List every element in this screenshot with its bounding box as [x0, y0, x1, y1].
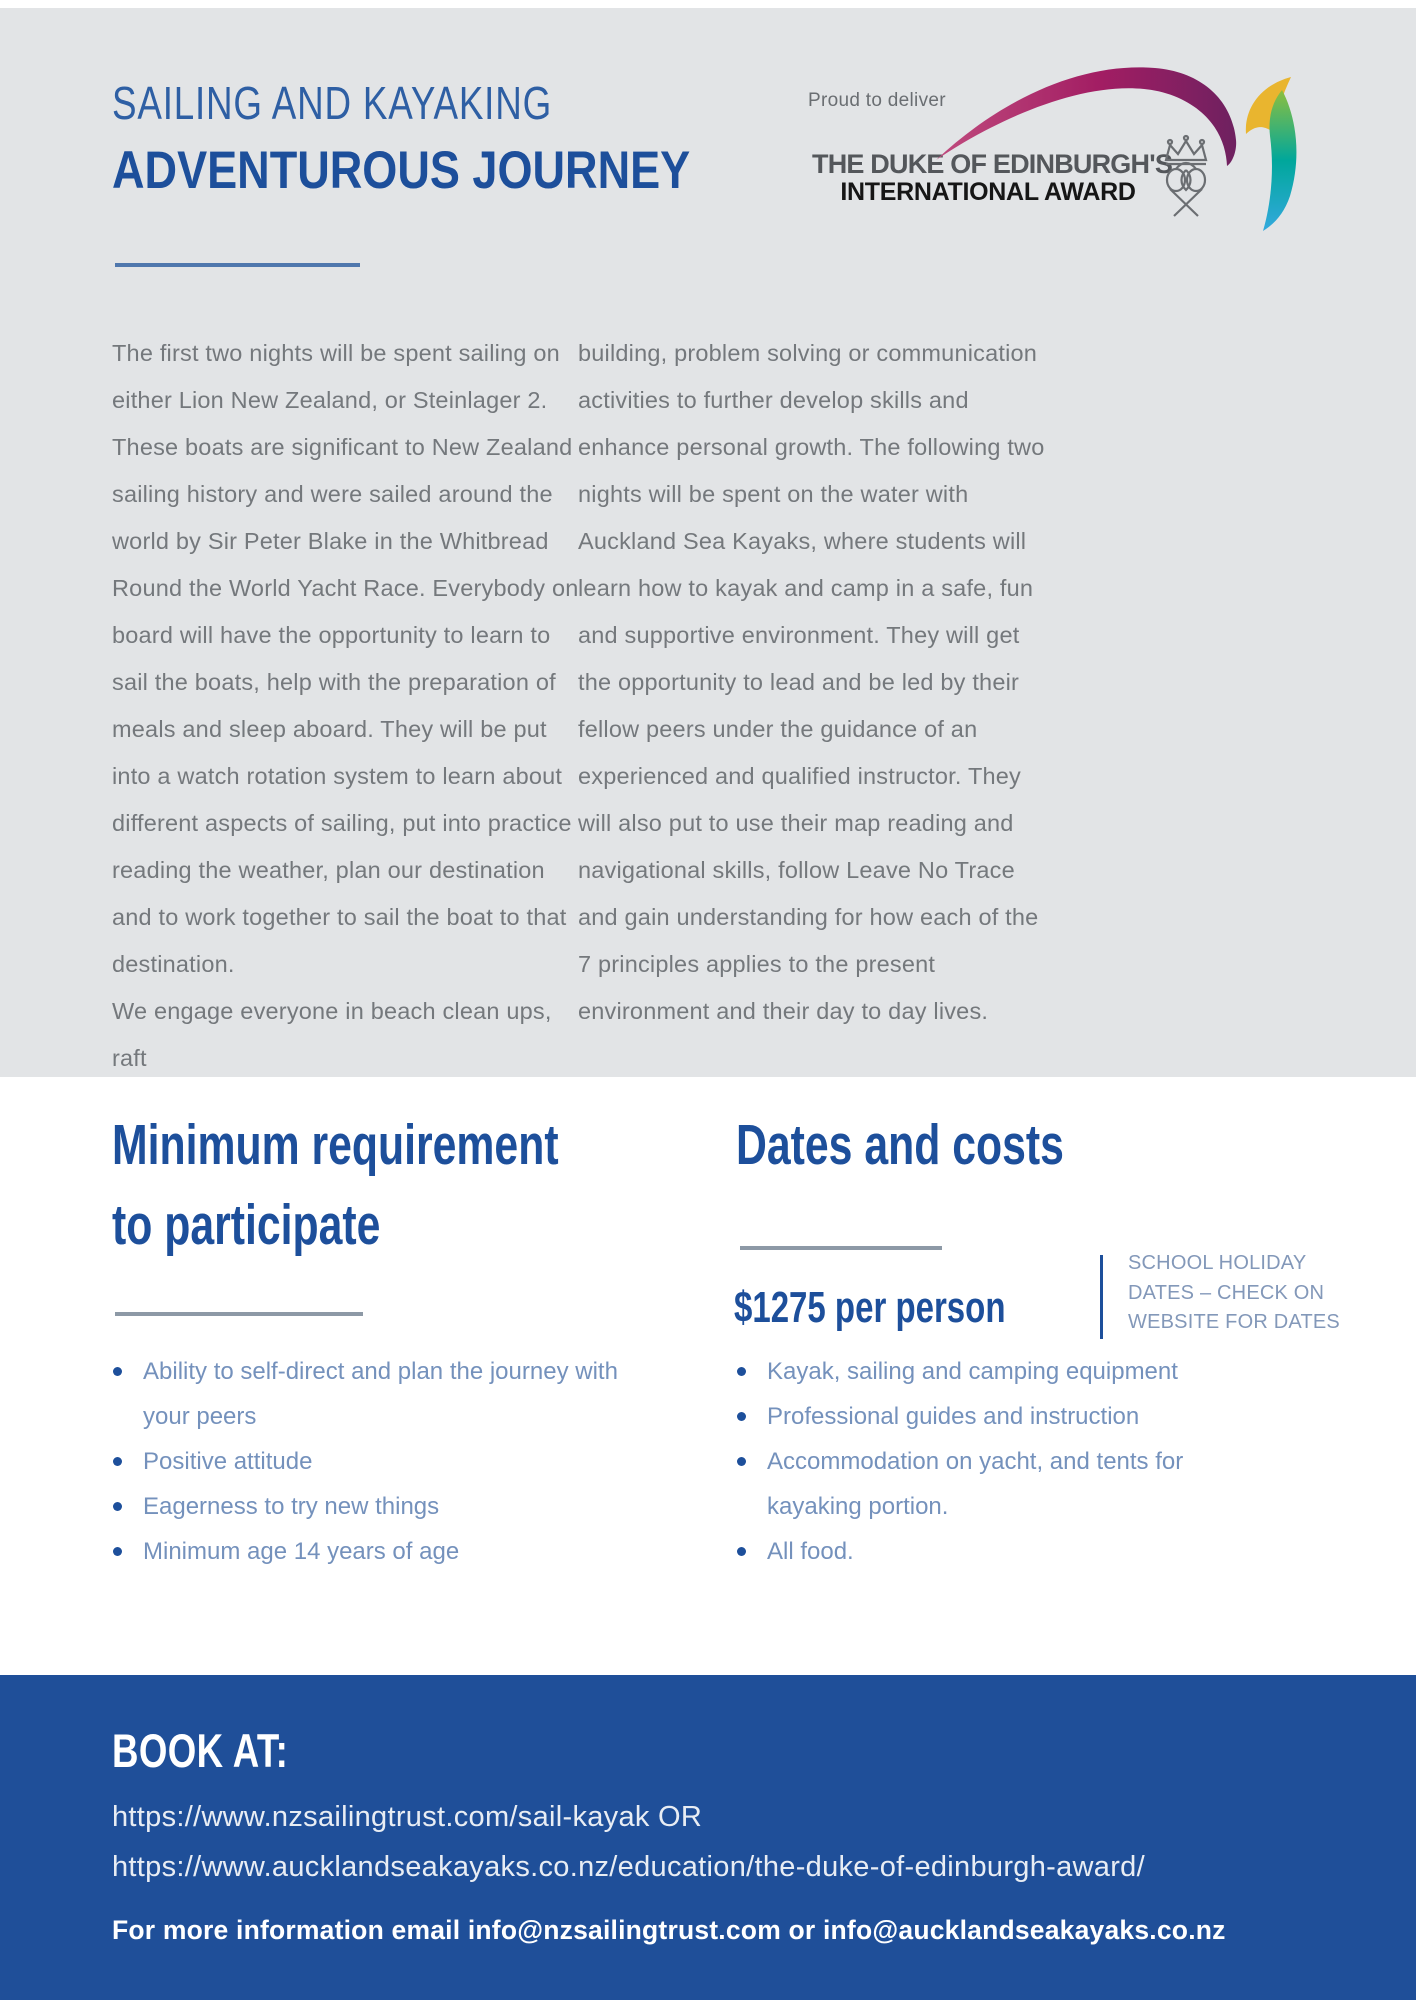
hero-section: SAILING AND KAYAKING ADVENTUROUS JOURNEY…: [0, 8, 1416, 1077]
booking-url-1[interactable]: https://www.nzsailingtrust.com/sail-kaya…: [112, 1801, 703, 1833]
requirements-list: Ability to self-direct and plan the jour…: [104, 1349, 624, 1574]
intro-paragraph-1: The first two nights will be spent saili…: [112, 340, 579, 977]
intro-paragraph-3: building, problem solving or communicati…: [578, 340, 1045, 1024]
costs-heading: Dates and costs: [736, 1113, 1064, 1177]
duke-award-wordmark-line1: THE DUKE OF EDINBURGH'S: [812, 149, 1173, 179]
requirement-item: Positive attitude: [104, 1439, 624, 1484]
requirements-heading: Minimum requirement to participate: [112, 1105, 559, 1265]
intro-column-right: building, problem solving or communicati…: [578, 330, 1056, 1035]
requirement-item: Eagerness to try new things: [104, 1484, 624, 1529]
booking-url-2[interactable]: https://www.aucklandseakayaks.co.nz/educ…: [112, 1851, 1145, 1883]
award-swoosh-magenta: [936, 67, 1237, 166]
price-label: $1275 per person: [734, 1283, 1006, 1332]
inclusion-item: All food.: [728, 1529, 1233, 1574]
inclusion-item: Kayak, sailing and camping equipment: [728, 1349, 1233, 1394]
bullet-icon: [113, 1457, 122, 1466]
title-line-2: ADVENTUROUS JOURNEY: [112, 141, 691, 200]
inclusions-list: Kayak, sailing and camping equipment Pro…: [728, 1349, 1233, 1574]
bullet-icon: [737, 1547, 746, 1556]
intro-column-left: The first two nights will be spent saili…: [112, 330, 580, 1082]
contact-info: For more information email info@nzsailin…: [112, 1915, 1226, 1945]
requirements-underline: [115, 1312, 363, 1316]
duke-award-wordmark: THE DUKE OF EDINBURGH'S INTERNATIONAL AW…: [812, 149, 1173, 207]
requirement-item: Ability to self-direct and plan the jour…: [104, 1349, 624, 1439]
award-swoosh-yellow: [1245, 77, 1291, 134]
bullet-icon: [113, 1547, 122, 1556]
crown-cypher-icon: [1164, 134, 1208, 217]
duke-award-wordmark-line2: INTERNATIONAL AWARD: [840, 178, 1136, 207]
requirement-item: Minimum age 14 years of age: [104, 1529, 624, 1574]
requirements-heading-line2: to participate: [112, 1193, 381, 1257]
school-holiday-note: SCHOOL HOLIDAY DATES – CHECK ON WEBSITE …: [1128, 1252, 1340, 1333]
bullet-icon: [113, 1367, 122, 1376]
title-underline: [115, 263, 360, 267]
award-swoosh-teal: [1263, 90, 1297, 231]
book-at-heading: BOOK AT:: [112, 1724, 289, 1777]
footer-section: BOOK AT: https://www.nzsailingtrust.com/…: [0, 1675, 1416, 2000]
inclusion-item: Accommodation on yacht, and tents for ka…: [728, 1439, 1233, 1529]
proud-to-deliver-label: Proud to deliver: [808, 90, 946, 111]
bullet-icon: [113, 1502, 122, 1511]
page-title: SAILING AND KAYAKING ADVENTUROUS JOURNEY: [112, 70, 792, 206]
requirements-heading-line1: Minimum requirement: [112, 1113, 559, 1177]
bullet-icon: [737, 1457, 746, 1466]
note-divider: [1100, 1255, 1103, 1339]
inclusion-item: Professional guides and instruction: [728, 1394, 1233, 1439]
bullet-icon: [737, 1367, 746, 1376]
bullet-icon: [737, 1412, 746, 1421]
duke-award-logo-icon: [936, 67, 1297, 231]
title-line-1: SAILING AND KAYAKING: [112, 77, 553, 129]
intro-paragraph-2: We engage everyone in beach clean ups, r…: [112, 998, 552, 1071]
details-section: Minimum requirement to participate Abili…: [0, 1077, 1416, 1675]
costs-underline: [740, 1246, 942, 1250]
